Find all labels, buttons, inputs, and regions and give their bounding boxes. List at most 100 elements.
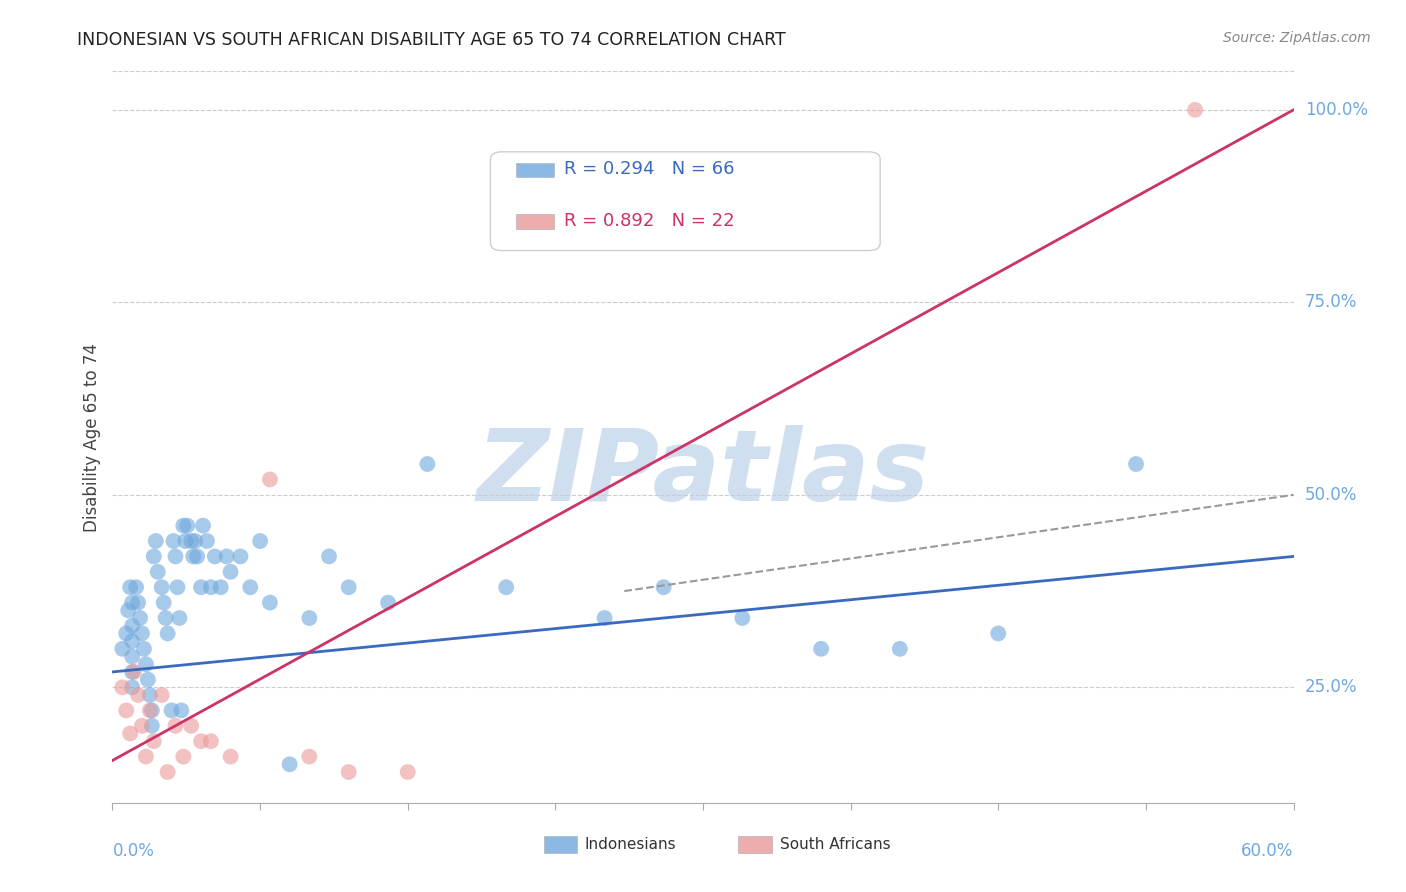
- Point: [810, 641, 832, 656]
- Point: [139, 688, 162, 702]
- Point: [156, 626, 179, 640]
- Point: [121, 665, 143, 679]
- Point: [180, 534, 202, 549]
- Point: [141, 703, 163, 717]
- Point: [135, 749, 157, 764]
- Point: [115, 626, 138, 640]
- Point: [259, 596, 281, 610]
- Point: [186, 549, 208, 564]
- Point: [181, 549, 204, 564]
- Point: [141, 719, 163, 733]
- Point: [731, 611, 754, 625]
- Point: [127, 688, 149, 702]
- Point: [229, 549, 252, 564]
- Point: [180, 719, 202, 733]
- Point: [190, 580, 212, 594]
- Point: [416, 457, 439, 471]
- Point: [131, 626, 153, 640]
- Text: 50.0%: 50.0%: [1305, 486, 1357, 504]
- Point: [278, 757, 301, 772]
- Point: [145, 534, 167, 549]
- Point: [165, 549, 187, 564]
- Point: [215, 549, 238, 564]
- Point: [131, 719, 153, 733]
- Point: [136, 673, 159, 687]
- Point: [219, 749, 242, 764]
- Point: [132, 641, 155, 656]
- Text: Source: ZipAtlas.com: Source: ZipAtlas.com: [1223, 31, 1371, 45]
- Point: [1125, 457, 1147, 471]
- Text: 60.0%: 60.0%: [1241, 842, 1294, 860]
- Point: [377, 596, 399, 610]
- Point: [152, 596, 174, 610]
- Point: [121, 681, 143, 695]
- Point: [174, 534, 197, 549]
- Point: [172, 749, 194, 764]
- Point: [396, 764, 419, 779]
- Point: [146, 565, 169, 579]
- Bar: [516, 214, 554, 228]
- Text: Indonesians: Indonesians: [585, 837, 676, 852]
- Point: [120, 726, 142, 740]
- Point: [156, 764, 179, 779]
- Point: [239, 580, 262, 594]
- Point: [155, 611, 177, 625]
- Point: [987, 626, 1010, 640]
- Point: [209, 580, 232, 594]
- Text: 75.0%: 75.0%: [1305, 293, 1357, 311]
- Point: [495, 580, 517, 594]
- Point: [170, 703, 193, 717]
- Point: [219, 565, 242, 579]
- Point: [176, 518, 198, 533]
- Text: INDONESIAN VS SOUTH AFRICAN DISABILITY AGE 65 TO 74 CORRELATION CHART: INDONESIAN VS SOUTH AFRICAN DISABILITY A…: [77, 31, 786, 49]
- Point: [115, 703, 138, 717]
- Point: [191, 518, 214, 533]
- Point: [184, 534, 207, 549]
- Bar: [738, 837, 772, 853]
- Point: [122, 665, 145, 679]
- Point: [150, 580, 173, 594]
- Point: [127, 596, 149, 610]
- Point: [121, 618, 143, 632]
- Point: [142, 549, 165, 564]
- Point: [111, 641, 134, 656]
- Point: [204, 549, 226, 564]
- Point: [121, 649, 143, 664]
- Text: ZIPatlas: ZIPatlas: [477, 425, 929, 522]
- Point: [298, 611, 321, 625]
- Point: [121, 634, 143, 648]
- Point: [889, 641, 911, 656]
- FancyBboxPatch shape: [491, 152, 880, 251]
- Point: [195, 534, 218, 549]
- Point: [142, 734, 165, 748]
- Point: [200, 580, 222, 594]
- Point: [593, 611, 616, 625]
- Point: [652, 580, 675, 594]
- Text: R = 0.294   N = 66: R = 0.294 N = 66: [564, 161, 734, 178]
- Text: South Africans: South Africans: [780, 837, 890, 852]
- Point: [318, 549, 340, 564]
- Point: [117, 603, 139, 617]
- Text: R = 0.892   N = 22: R = 0.892 N = 22: [564, 211, 734, 229]
- Point: [298, 749, 321, 764]
- Point: [337, 764, 360, 779]
- Point: [120, 580, 142, 594]
- Point: [139, 703, 162, 717]
- Y-axis label: Disability Age 65 to 74: Disability Age 65 to 74: [83, 343, 101, 532]
- Text: 25.0%: 25.0%: [1305, 678, 1357, 697]
- Point: [166, 580, 188, 594]
- Point: [162, 534, 184, 549]
- Point: [200, 734, 222, 748]
- Point: [337, 580, 360, 594]
- Point: [150, 688, 173, 702]
- Point: [259, 472, 281, 486]
- Bar: [516, 162, 554, 178]
- Point: [190, 734, 212, 748]
- Text: 0.0%: 0.0%: [112, 842, 155, 860]
- Point: [129, 611, 152, 625]
- Point: [111, 681, 134, 695]
- Point: [135, 657, 157, 672]
- Point: [160, 703, 183, 717]
- Point: [125, 580, 148, 594]
- Point: [165, 719, 187, 733]
